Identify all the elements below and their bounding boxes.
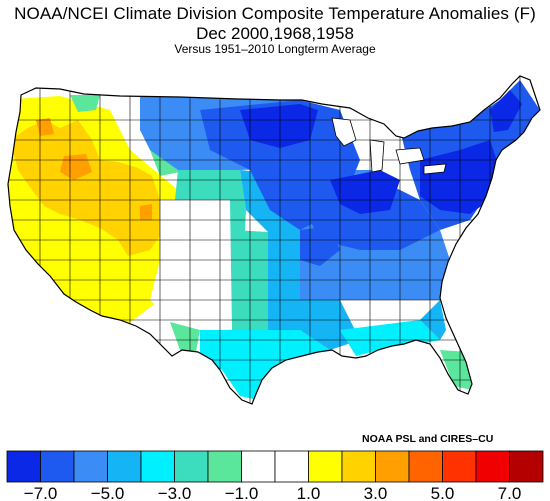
legend-tick-label: −1.0 <box>225 484 259 501</box>
legend-swatch-7 <box>241 450 276 483</box>
legend-tick-label: −5.0 <box>91 484 125 501</box>
legend-tick-label: 3.0 <box>364 484 388 501</box>
map-title: NOAA/NCEI Climate Division Composite Tem… <box>14 4 536 23</box>
legend-tick-label: 5.0 <box>431 484 455 501</box>
legend-swatch-13 <box>442 450 477 483</box>
legend-swatch-2 <box>73 450 108 483</box>
legend-swatch-4 <box>140 450 175 483</box>
map-subtitle-years: Dec 2000,1968,1958 <box>196 24 354 43</box>
legend-swatch-0 <box>6 450 41 483</box>
legend-swatch-10 <box>341 450 376 483</box>
legend-swatch-14 <box>475 450 510 483</box>
data-credit: NOAA PSL and CIRES–CU <box>362 433 494 445</box>
legend-swatch-8 <box>274 450 309 483</box>
legend-swatch-12 <box>408 450 443 483</box>
legend-tick-label: −3.0 <box>158 484 192 501</box>
legend-swatch-6 <box>207 450 242 483</box>
legend-swatch-9 <box>308 450 343 483</box>
legend-swatch-3 <box>107 450 142 483</box>
map-subtitle-baseline: Versus 1951–2010 Longterm Average <box>174 42 376 56</box>
legend-swatch-5 <box>174 450 209 483</box>
legend-swatch-1 <box>40 450 75 483</box>
legend-tick-label: 1.0 <box>297 484 321 501</box>
legend-swatch-11 <box>375 450 410 483</box>
legend-swatch-15 <box>509 450 544 483</box>
legend-tick-label: 7.0 <box>498 484 522 501</box>
legend-tick-label: −7.0 <box>24 484 58 501</box>
